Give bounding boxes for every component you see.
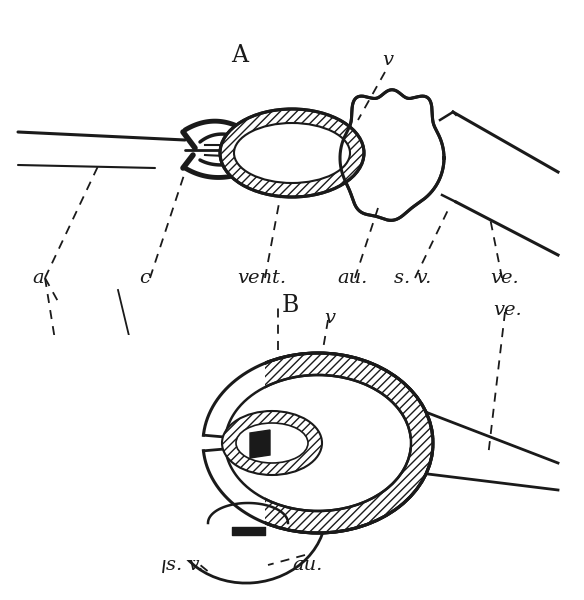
Text: s. v.: s. v. xyxy=(394,269,432,287)
Ellipse shape xyxy=(220,109,364,197)
Text: ve.: ve. xyxy=(491,269,519,287)
Ellipse shape xyxy=(236,423,308,463)
Text: a: a xyxy=(32,269,44,287)
Text: s. v.: s. v. xyxy=(166,556,204,574)
Text: A: A xyxy=(231,43,249,67)
Ellipse shape xyxy=(222,411,322,475)
Text: v: v xyxy=(325,309,335,327)
Text: c: c xyxy=(140,269,151,287)
Text: au.: au. xyxy=(293,556,323,574)
Polygon shape xyxy=(0,335,265,560)
Polygon shape xyxy=(250,430,270,458)
Text: B: B xyxy=(281,293,298,317)
Ellipse shape xyxy=(170,447,326,583)
Text: vent.: vent. xyxy=(238,269,287,287)
Text: au.: au. xyxy=(338,269,368,287)
Text: ve.: ve. xyxy=(493,301,522,319)
Ellipse shape xyxy=(203,353,433,533)
Text: v: v xyxy=(383,51,394,69)
Ellipse shape xyxy=(225,375,411,511)
Ellipse shape xyxy=(234,123,350,183)
Polygon shape xyxy=(340,90,444,220)
